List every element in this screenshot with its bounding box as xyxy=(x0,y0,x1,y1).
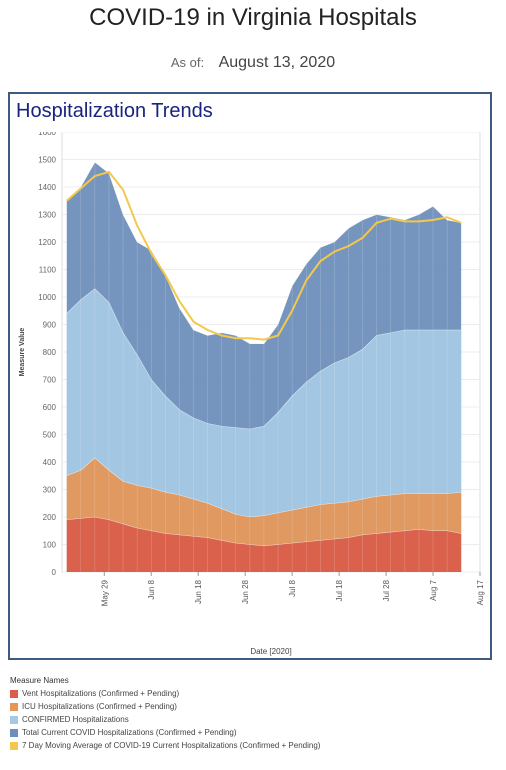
y-tick-label: 100 xyxy=(43,541,57,550)
area-edge-0 xyxy=(66,516,462,547)
legend-swatch xyxy=(10,689,18,698)
page-title: COVID-19 in Virginia Hospitals xyxy=(89,4,417,31)
panel-title: Hospitalization Trends xyxy=(16,100,213,122)
y-tick-label: 1300 xyxy=(38,211,56,220)
y-tick-label: 1600 xyxy=(38,132,56,137)
legend-item[interactable]: ICU Hospitalizations (Confirmed + Pendin… xyxy=(10,700,490,713)
x-tick-label: May 29 xyxy=(100,579,109,606)
y-tick-label: 1400 xyxy=(38,183,56,192)
legend-item[interactable]: CONFIRMED Hospitalizations xyxy=(10,713,490,726)
x-tick-label: Aug 7 xyxy=(429,579,438,600)
y-tick-label: 1200 xyxy=(38,238,56,247)
x-axis-title: Date [2020] xyxy=(250,647,291,656)
legend-label: Total Current COVID Hospitalizations (Co… xyxy=(22,728,237,737)
area-edge-3 xyxy=(66,161,462,345)
as-of-label: As of: xyxy=(170,55,205,70)
legend-label: CONFIRMED Hospitalizations xyxy=(22,715,129,724)
legend-swatch xyxy=(10,741,18,750)
y-axis-title: Measure Value xyxy=(19,328,26,377)
y-tick-label: 500 xyxy=(43,431,57,440)
y-tick-label: 600 xyxy=(43,403,57,412)
y-tick-label: 300 xyxy=(43,486,57,495)
y-tick-label: 400 xyxy=(43,458,57,467)
area-edge-1 xyxy=(66,457,462,518)
legend-label: 7 Day Moving Average of COVID-19 Current… xyxy=(22,741,321,750)
legend-swatch xyxy=(10,728,18,737)
y-tick-label: 200 xyxy=(43,513,57,522)
legend-swatch xyxy=(10,715,18,724)
y-tick-label: 700 xyxy=(43,376,57,385)
x-tick-label: Jul 28 xyxy=(382,579,391,601)
y-tick-label: 800 xyxy=(43,348,57,357)
x-tick-label: Aug 17 xyxy=(476,579,485,605)
x-tick-label: Jul 18 xyxy=(335,579,344,601)
legend-label: Vent Hospitalizations (Confirmed + Pendi… xyxy=(22,689,180,698)
x-tick-label: Jul 8 xyxy=(288,579,297,596)
area-edge-2 xyxy=(66,288,462,430)
y-tick-label: 1000 xyxy=(38,293,56,302)
hospitalization-chart: 0 100 200 300 400 500 600 700 800 900 1000 1100 1200… xyxy=(19,132,485,656)
legend-title: Measure Names xyxy=(10,676,69,685)
as-of-row: As of: August 13, 2020 xyxy=(0,54,506,72)
legend-item[interactable]: Vent Hospitalizations (Confirmed + Pendi… xyxy=(10,687,490,700)
y-tick-label: 900 xyxy=(43,321,57,330)
x-tick-label: Jun 18 xyxy=(194,579,203,604)
x-tick-label: Jun 8 xyxy=(147,579,156,599)
area-series-0 xyxy=(66,517,462,572)
y-tick-label: 1100 xyxy=(39,266,57,275)
legend-item[interactable]: Total Current COVID Hospitalizations (Co… xyxy=(10,726,490,739)
hospitalization-trends-panel: Hospitalization Trends 0 100 200 300 400 500 6… xyxy=(8,92,492,660)
as-of-date: August 13, 2020 xyxy=(218,54,336,71)
y-tick-label: 0 xyxy=(52,568,57,577)
legend-item[interactable]: 7 Day Moving Average of COVID-19 Current… xyxy=(10,739,490,752)
x-tick-label: Jun 28 xyxy=(241,579,250,604)
legend: Measure Names Vent Hospitalizations (Con… xyxy=(10,676,490,752)
y-tick-label: 1500 xyxy=(38,156,56,165)
legend-swatch xyxy=(10,702,18,711)
legend-label: ICU Hospitalizations (Confirmed + Pendin… xyxy=(22,702,177,711)
legend-items: Vent Hospitalizations (Confirmed + Pendi… xyxy=(10,687,490,752)
moving-average-line xyxy=(66,170,462,341)
